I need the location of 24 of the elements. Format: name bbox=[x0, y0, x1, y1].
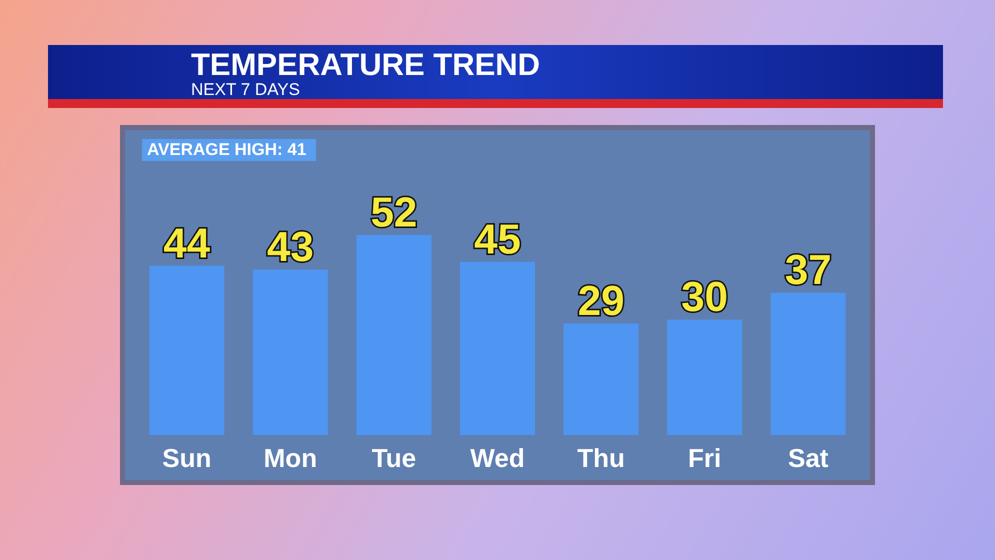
data-label: 44 bbox=[163, 219, 211, 266]
bar bbox=[564, 323, 639, 435]
text: AVERAGE HIGH: 41 bbox=[142, 139, 316, 161]
bar bbox=[252, 270, 328, 435]
bar bbox=[460, 262, 535, 435]
data-label: 37 bbox=[784, 246, 832, 294]
data-label: 45 bbox=[474, 215, 521, 262]
x-tick-label: Mon bbox=[264, 443, 318, 473]
bar bbox=[149, 266, 224, 435]
x-tick-label: Sat bbox=[788, 443, 829, 473]
x-tick-label: Thu bbox=[577, 443, 625, 473]
chart-subtitle: NEXT 7 DAYS bbox=[191, 80, 300, 100]
x-tick-label: Tue bbox=[372, 443, 416, 473]
x-tick-label: Wed bbox=[470, 443, 525, 473]
bar bbox=[667, 320, 742, 435]
x-tick-label: Sun bbox=[162, 443, 212, 473]
bar bbox=[356, 235, 432, 435]
x-tick-label: Fri bbox=[688, 443, 722, 473]
data-label: 30 bbox=[681, 273, 728, 320]
bar bbox=[770, 292, 846, 435]
chart-title: TEMPERATURE TREND bbox=[191, 47, 540, 83]
data-label: 52 bbox=[370, 188, 418, 236]
data-label: 43 bbox=[267, 223, 314, 270]
data-label: 29 bbox=[578, 276, 624, 324]
